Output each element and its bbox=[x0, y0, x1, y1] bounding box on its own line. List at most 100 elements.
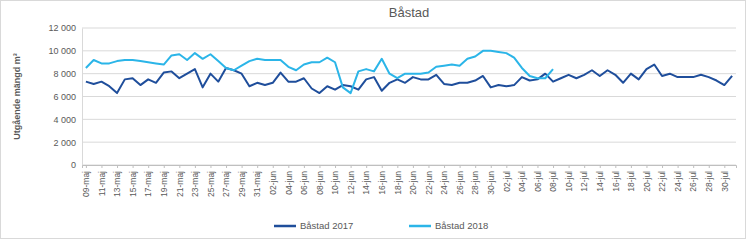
y-tick-label: 8 000 bbox=[53, 69, 76, 79]
x-tick: 18-jun bbox=[393, 165, 403, 195]
x-tick-label: 18-jun bbox=[393, 171, 403, 195]
y-tick: 2 000 bbox=[53, 138, 82, 148]
x-tick-mark bbox=[444, 165, 445, 168]
y-axis-line bbox=[82, 29, 83, 166]
x-tick-mark bbox=[646, 165, 647, 168]
x-tick-mark bbox=[133, 165, 134, 168]
x-tick-mark bbox=[335, 165, 336, 168]
y-tick: 12 000 bbox=[48, 23, 82, 33]
x-tick: 14-jul bbox=[595, 165, 605, 192]
y-tick-label: 6 000 bbox=[53, 92, 76, 102]
legend: Båstad 2017Båstad 2018 bbox=[274, 220, 488, 231]
x-tick: 21-maj bbox=[175, 165, 185, 197]
x-tick-label: 12-jul bbox=[579, 171, 589, 192]
x-tick: 06-jun bbox=[299, 165, 309, 195]
x-tick-label: 08-jun bbox=[315, 171, 325, 195]
x-tick: 25-maj bbox=[206, 165, 216, 197]
x-tick: 19-maj bbox=[159, 165, 169, 197]
x-tick: 12-jun bbox=[346, 165, 356, 195]
x-tick-label: 13-maj bbox=[112, 171, 122, 197]
x-tick-label: 11-maj bbox=[97, 171, 107, 196]
x-tick-label: 10-jun bbox=[330, 171, 340, 195]
x-tick-label: 26-jun bbox=[455, 171, 465, 195]
chart-frame bbox=[1, 1, 746, 239]
x-tick-mark bbox=[382, 165, 383, 168]
x-axis: 09-maj 11-maj 13-maj 15-maj 17-maj 19-maj 21-m… bbox=[81, 165, 736, 197]
x-tick: 17-maj bbox=[143, 165, 153, 197]
y-axis-title: Utgående mängd m³ bbox=[12, 53, 22, 140]
x-tick: 12-jul bbox=[579, 165, 589, 192]
series-line bbox=[86, 51, 553, 93]
x-tick-label: 20-jun bbox=[408, 171, 418, 195]
grid-line bbox=[82, 28, 736, 29]
x-tick-label: 28-jun bbox=[470, 171, 480, 195]
x-tick: 08-jul bbox=[548, 165, 558, 192]
x-tick: 20-jun bbox=[408, 165, 418, 195]
x-tick-mark bbox=[101, 165, 102, 168]
x-tick-mark bbox=[288, 165, 289, 168]
x-tick: 28-jun bbox=[470, 165, 480, 195]
x-tick-label: 08-jul bbox=[548, 171, 558, 192]
x-tick: 02-jul bbox=[502, 165, 512, 192]
x-tick-mark bbox=[304, 165, 305, 168]
y-tick: 10 000 bbox=[48, 46, 82, 56]
y-axis: 0 2 000 4 000 6 000 8 000 10 000 12 000 bbox=[48, 23, 82, 170]
x-tick: 22-jun bbox=[424, 165, 434, 195]
x-tick-label: 06-jun bbox=[299, 171, 309, 195]
x-tick-mark bbox=[522, 165, 523, 168]
y-tick: 0 bbox=[71, 160, 82, 170]
grid-line bbox=[82, 96, 736, 97]
x-tick-label: 06-jul bbox=[533, 171, 543, 192]
x-tick-label: 12-jun bbox=[346, 171, 356, 195]
x-tick: 16-jul bbox=[611, 165, 621, 192]
x-tick-label: 31-maj bbox=[252, 171, 262, 197]
x-tick: 08-jun bbox=[315, 165, 325, 195]
y-tick: 6 000 bbox=[53, 92, 82, 102]
series-lines bbox=[86, 51, 732, 93]
x-tick: 10-jul bbox=[564, 165, 574, 192]
x-tick-label: 22-jul bbox=[657, 171, 667, 192]
x-tick: 31-maj bbox=[252, 165, 262, 197]
x-tick-mark bbox=[537, 165, 538, 168]
x-tick-label: 09-maj bbox=[81, 171, 91, 197]
x-tick: 13-maj bbox=[112, 165, 122, 197]
x-tick: 20-jul bbox=[642, 165, 652, 192]
x-tick: 23-maj bbox=[190, 165, 200, 197]
x-tick: 22-jul bbox=[657, 165, 667, 192]
x-tick-label: 30-jul bbox=[720, 171, 730, 192]
x-tick: 14-jun bbox=[361, 165, 371, 195]
x-tick: 06-jul bbox=[533, 165, 543, 192]
legend-swatch bbox=[409, 225, 431, 228]
x-tick-label: 19-maj bbox=[159, 171, 169, 197]
x-tick: 24-jul bbox=[673, 165, 683, 192]
x-tick-mark bbox=[179, 165, 180, 168]
x-tick-label: 14-jun bbox=[361, 171, 371, 195]
x-tick-label: 15-maj bbox=[128, 171, 138, 197]
x-tick-label: 02-jun bbox=[268, 171, 278, 195]
legend-label: Båstad 2017 bbox=[300, 220, 353, 231]
grid-line bbox=[82, 142, 736, 143]
x-tick-mark bbox=[351, 165, 352, 168]
x-tick-label: 04-jun bbox=[284, 171, 294, 195]
x-tick-mark bbox=[491, 165, 492, 168]
y-tick: 4 000 bbox=[53, 115, 82, 125]
x-tick-mark bbox=[724, 165, 725, 168]
x-tick-label: 10-jul bbox=[564, 171, 574, 192]
x-tick-mark bbox=[678, 165, 679, 168]
x-tick: 30-jul bbox=[720, 165, 730, 192]
series-line bbox=[86, 65, 732, 94]
x-tick-mark bbox=[242, 165, 243, 168]
x-tick-label: 14-jul bbox=[595, 171, 605, 192]
x-tick-label: 18-jul bbox=[626, 171, 636, 192]
x-tick-mark bbox=[226, 165, 227, 168]
x-tick-mark bbox=[210, 165, 211, 168]
x-tick-label: 16-jul bbox=[611, 171, 621, 192]
x-tick: 28-jul bbox=[704, 165, 714, 192]
x-tick-mark bbox=[273, 165, 274, 168]
y-tick-label: 12 000 bbox=[48, 23, 76, 33]
y-tick: 8 000 bbox=[53, 69, 82, 79]
x-tick-mark bbox=[257, 165, 258, 168]
x-tick-mark bbox=[460, 165, 461, 168]
x-tick: 26-jul bbox=[688, 165, 698, 192]
x-tick-mark bbox=[319, 165, 320, 168]
